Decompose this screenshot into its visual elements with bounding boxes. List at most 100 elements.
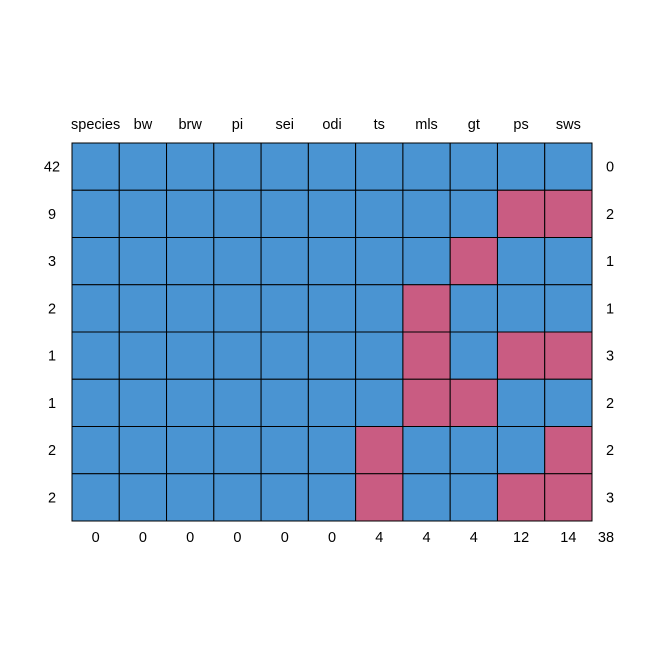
column-label: ps (513, 117, 528, 133)
pattern-cell-missing (544, 426, 593, 475)
pattern-cell-observed (118, 142, 168, 191)
pattern-cell-observed (71, 284, 120, 333)
column-missing-totals: 0 0 0 0 0 0 4 4 4 12 14 (92, 530, 577, 546)
column-missing-total-label: 4 (470, 530, 478, 546)
column-label: sei (275, 117, 294, 133)
pattern-cell-observed (118, 189, 168, 238)
pattern-cell-missing (449, 237, 498, 286)
pattern-cell-observed (544, 237, 593, 286)
row-missing-total-label: 0 (606, 160, 614, 176)
pattern-cell-observed (496, 426, 546, 475)
row-count-label: 2 (48, 301, 56, 317)
row-missing-total-label: 2 (606, 443, 614, 459)
pattern-cell-observed (496, 142, 546, 191)
pattern-cell-observed (307, 284, 357, 333)
pattern-cell-observed (166, 189, 215, 238)
pattern-cell-observed (449, 284, 498, 333)
column-label: species (71, 117, 120, 133)
row-count-label: 2 (48, 443, 56, 459)
column-label: bw (134, 117, 153, 133)
pattern-cell-observed (544, 142, 593, 191)
row-missing-totals: 0 2 1 1 3 2 2 3 (606, 160, 614, 507)
pattern-cell-observed (402, 426, 451, 475)
column-missing-total-label: 4 (375, 530, 383, 546)
pattern-cell-observed (355, 237, 404, 286)
row-missing-total-label: 1 (606, 254, 614, 270)
pattern-cell-observed (307, 331, 357, 380)
column-label: brw (178, 117, 202, 133)
column-label: ts (374, 117, 385, 133)
pattern-cell-missing (496, 331, 546, 380)
pattern-cell-observed (260, 237, 309, 286)
pattern-cell-observed (71, 189, 120, 238)
row-missing-total-label: 3 (606, 490, 614, 506)
column-label: pi (232, 117, 243, 133)
column-missing-total-label: 0 (92, 530, 100, 546)
pattern-cell-observed (307, 426, 357, 475)
pattern-cell-observed (307, 189, 357, 238)
pattern-cell-observed (166, 331, 215, 380)
pattern-cell-missing (355, 473, 404, 522)
pattern-cell-observed (402, 473, 451, 522)
pattern-cell-observed (496, 378, 546, 427)
column-label: odi (322, 117, 341, 133)
pattern-cell-missing (496, 473, 546, 522)
pattern-cell-observed (260, 189, 309, 238)
pattern-cell-observed (260, 142, 309, 191)
pattern-cell-observed (213, 142, 262, 191)
pattern-cell-missing (544, 189, 593, 238)
column-label: sws (556, 117, 581, 133)
pattern-cell-observed (166, 426, 215, 475)
column-missing-total-label: 4 (423, 530, 431, 546)
pattern-cell-missing (544, 331, 593, 380)
pattern-cell-observed (71, 378, 120, 427)
row-missing-total-label: 3 (606, 349, 614, 365)
pattern-cell-observed (213, 378, 262, 427)
column-labels: species bw brw pi sei odi ts mls gt ps sws (71, 117, 581, 133)
row-count-label: 42 (44, 160, 60, 176)
pattern-cell-observed (118, 378, 168, 427)
pattern-cell-observed (307, 378, 357, 427)
column-missing-total-label: 0 (139, 530, 147, 546)
pattern-cell-observed (402, 189, 451, 238)
pattern-cell-observed (213, 331, 262, 380)
pattern-cell-observed (213, 473, 262, 522)
pattern-cell-missing (355, 426, 404, 475)
column-missing-total-label: 14 (560, 530, 576, 546)
pattern-cell-observed (71, 331, 120, 380)
pattern-cell-observed (166, 237, 215, 286)
pattern-cell-observed (402, 237, 451, 286)
pattern-cell-missing (544, 473, 593, 522)
pattern-cell-observed (118, 331, 168, 380)
pattern-cell-observed (260, 473, 309, 522)
pattern-cell-observed (449, 189, 498, 238)
pattern-cell-observed (71, 473, 120, 522)
pattern-cell-observed (71, 426, 120, 475)
pattern-cell-observed (260, 426, 309, 475)
row-missing-total-label: 2 (606, 207, 614, 223)
grand-total-label: 38 (598, 530, 614, 546)
pattern-cell-observed (166, 142, 215, 191)
column-missing-total-label: 0 (186, 530, 194, 546)
pattern-cell-observed (402, 142, 451, 191)
pattern-cell-observed (71, 142, 120, 191)
column-label: mls (415, 117, 438, 133)
pattern-cell-observed (118, 284, 168, 333)
pattern-cell-observed (118, 237, 168, 286)
row-count-label: 1 (48, 396, 56, 412)
column-missing-total-label: 0 (328, 530, 336, 546)
pattern-cell-observed (355, 331, 404, 380)
pattern-cell-observed (449, 142, 498, 191)
column-missing-total-label: 0 (233, 530, 241, 546)
pattern-cell-missing (496, 189, 546, 238)
pattern-cell-observed (118, 426, 168, 475)
column-missing-total-label: 12 (513, 530, 529, 546)
pattern-cell-observed (355, 284, 404, 333)
pattern-cell-observed (307, 237, 357, 286)
pattern-cell-observed (307, 142, 357, 191)
column-label: gt (468, 117, 480, 133)
row-count-label: 9 (48, 207, 56, 223)
pattern-cell-observed (307, 473, 357, 522)
pattern-cell-observed (544, 284, 593, 333)
